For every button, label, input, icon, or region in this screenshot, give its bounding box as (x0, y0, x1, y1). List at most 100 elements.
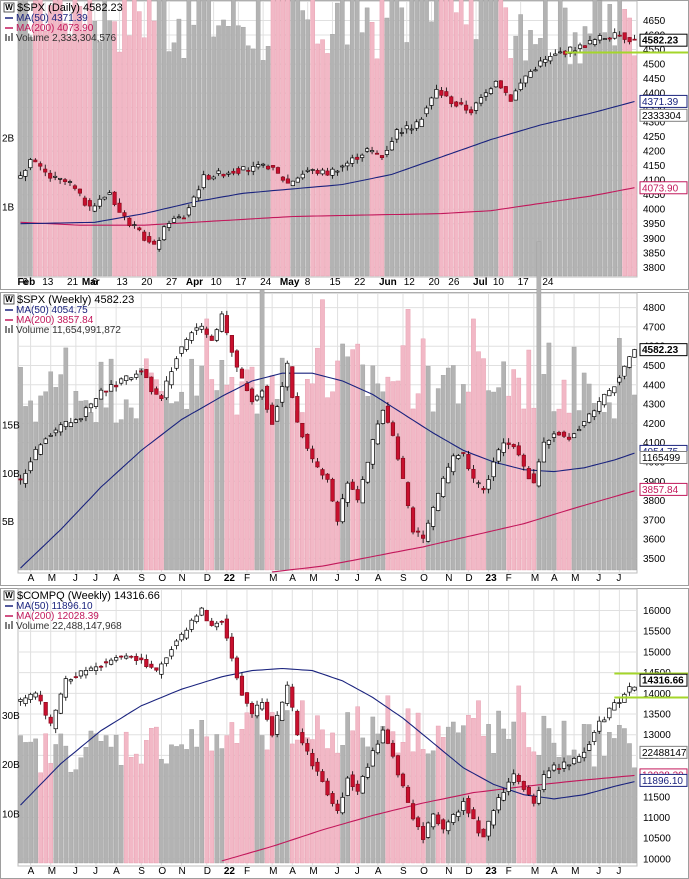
price-tick-label: 3900 (643, 234, 666, 245)
x-tick-label: M (309, 866, 317, 877)
legend-label: MA(50) 4371.39 (16, 13, 88, 24)
volume-bar (294, 410, 300, 571)
candle-up (632, 349, 637, 358)
x-tick-label: M (571, 573, 579, 584)
volume-bar (310, 739, 315, 864)
volume-bar (290, 0, 296, 277)
volume-bar (543, 0, 548, 277)
candle-up (88, 403, 94, 409)
candle-down (330, 478, 335, 502)
volume-bar (88, 730, 94, 864)
x-tick-label: 17 (235, 277, 247, 288)
candle-down (129, 655, 134, 658)
volume-bar (471, 718, 476, 864)
volume-bar (103, 407, 109, 571)
x-tick-label: J (335, 866, 340, 877)
candle-up (119, 378, 124, 384)
candle-up (627, 356, 632, 368)
volume-bar (511, 721, 517, 864)
volume-bar (581, 724, 587, 864)
candle-up (241, 166, 246, 171)
candle-up (409, 128, 414, 131)
candle-down (516, 445, 521, 456)
x-tick-label: 10 (211, 277, 223, 288)
volume-bar (430, 750, 436, 864)
x-tick-label: Jun (379, 277, 397, 288)
candle-down (516, 775, 521, 782)
candle-up (622, 365, 627, 377)
volume-bar (186, 0, 192, 277)
candle-up (473, 102, 479, 111)
volume-bar (562, 7, 568, 277)
volume-bar (23, 742, 28, 864)
candle-down (506, 442, 511, 445)
value-tag-box (639, 482, 688, 496)
candle-down (415, 817, 421, 828)
candle-down (117, 202, 122, 213)
legend-volume-swatch (5, 34, 7, 41)
volume-bar (128, 757, 134, 864)
candle-up (394, 129, 399, 140)
volume-bar (118, 765, 124, 864)
volume-bar (98, 361, 104, 571)
candle-up (627, 686, 632, 693)
chart-title: $COMPQ (Weekly) 14316.66 (17, 590, 160, 602)
candle-down (137, 227, 142, 231)
volume-bar (138, 367, 144, 571)
volume-bar (533, 44, 538, 277)
candle-up (285, 684, 290, 704)
volume-bar (275, 0, 281, 277)
x-tick-label: A (375, 866, 382, 877)
volume-bar (88, 412, 94, 571)
candle-up (186, 207, 191, 216)
volume-bar (159, 759, 164, 864)
price-tick-label: 4100 (643, 176, 666, 187)
x-tick-label: A (289, 573, 296, 584)
legend-label: MA(200) 12028.39 (16, 611, 99, 622)
candle-down (461, 452, 466, 454)
price-tick-label: 13000 (643, 730, 671, 741)
price-tick-label: 11000 (643, 813, 671, 824)
candle-down (300, 732, 305, 744)
x-tick-label: 6 (22, 277, 28, 288)
volume-bar (169, 744, 174, 864)
value-tag-label: 14316.66 (642, 676, 684, 687)
candle-down (531, 473, 536, 484)
price-tick-label: 3500 (643, 554, 666, 565)
price-tick-label: 11500 (643, 792, 671, 803)
candle-up (533, 69, 538, 72)
volume-bar (128, 407, 134, 571)
chart-panel-3: 1000010500110001150012000125001300013500… (0, 588, 689, 879)
candle-down (147, 236, 152, 243)
volume-bar (571, 749, 577, 864)
volume-bar (113, 422, 119, 571)
volume-bar (622, 377, 627, 571)
candle-up (486, 820, 491, 837)
candle-down (48, 172, 53, 179)
candle-down (390, 422, 396, 436)
candle-up (612, 32, 617, 39)
value-tag-label: 4582.23 (642, 345, 679, 356)
x-tick-label: 22 (354, 277, 366, 288)
volume-bar (523, 60, 528, 277)
volume-bar (501, 361, 506, 571)
x-tick-label: Feb (17, 277, 35, 288)
candle-down (421, 826, 426, 840)
candle-down (481, 828, 486, 838)
volume-bar (582, 26, 588, 277)
price-tick-label: 3950 (643, 219, 666, 230)
volume-bar (360, 364, 366, 571)
value-tag-box (639, 94, 688, 108)
candle-up (587, 743, 592, 751)
candle-up (496, 797, 501, 811)
candle-down (285, 178, 290, 184)
volume-bar (528, 30, 533, 277)
candle-up (176, 216, 182, 219)
candle-up (53, 429, 58, 434)
candle-up (429, 97, 434, 106)
volume-bar (67, 35, 73, 277)
candle-up (43, 438, 48, 444)
candle-down (374, 152, 380, 155)
volume-bar (410, 408, 416, 571)
candle-down (72, 185, 78, 189)
